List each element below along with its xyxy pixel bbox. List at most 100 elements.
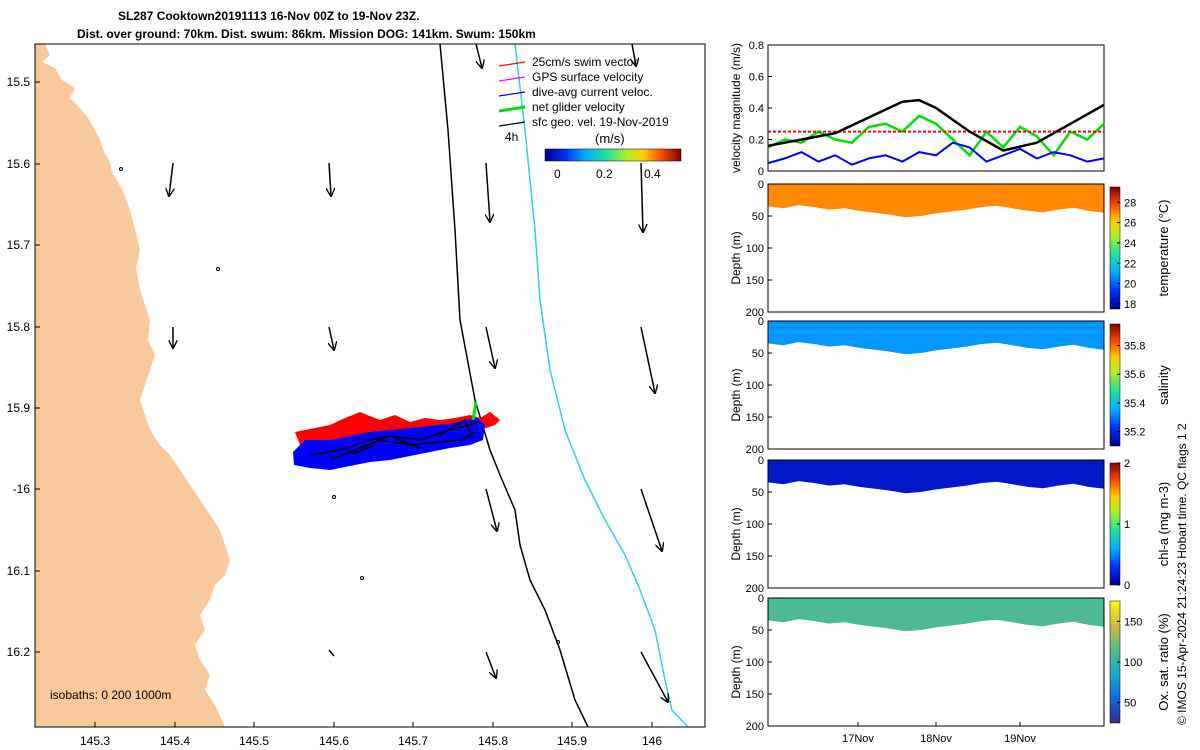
legend-swatch	[498, 121, 526, 127]
geo-arrow	[632, 44, 636, 66]
geo-arrow	[329, 162, 331, 196]
map-x-tick-label: 146	[642, 734, 662, 748]
colorbar-label: Ox. sat. ratio (%)	[1156, 613, 1171, 711]
map-y-tick-label: 15.6	[7, 157, 31, 171]
dive-average-current	[293, 418, 485, 470]
colorbar-tick-label: 35.2	[1124, 427, 1145, 439]
map-y-tick-label: -16	[13, 482, 31, 496]
section-data-fill	[768, 184, 1104, 218]
isobath-1000m	[514, 44, 689, 727]
colorbar-tick-label: 2	[1124, 458, 1130, 470]
geo-arrow	[486, 162, 490, 222]
legend-label: 25cm/s swim vector	[532, 55, 637, 69]
geo-arrow	[640, 488, 662, 551]
depth-tick-label: 50	[752, 211, 764, 223]
map-x-tick-label: 145.7	[398, 734, 428, 748]
legend-swatch	[498, 76, 526, 82]
colorbar-label: temperature (°C)	[1156, 200, 1171, 297]
depth-tick-label: 0	[758, 316, 764, 328]
depth-tick-label: 100	[746, 657, 764, 669]
colorbar-tick-label: 1	[1124, 519, 1130, 531]
velocity-y-tick-label: 0.8	[749, 40, 764, 52]
glider-track	[309, 418, 479, 461]
map-y-tick-label: 15.5	[7, 75, 31, 89]
time-tick-label: 19Nov	[1004, 733, 1036, 745]
legend-swatch	[498, 91, 526, 97]
colorbar-tick-label: 100	[1124, 657, 1142, 669]
legend-label: net glider velocity	[532, 100, 625, 114]
velocity-y-tick-label: 0.2	[749, 135, 764, 147]
colorbar-unit: (m/s)	[595, 131, 625, 146]
depth-tick-label: 150	[746, 551, 764, 563]
speed-colorbar	[544, 148, 682, 162]
depth-tick-label: 150	[746, 412, 764, 424]
colorbar-tick-label: 26	[1124, 218, 1136, 230]
section-data-fill	[768, 321, 1104, 355]
depth-tick-label: 150	[746, 689, 764, 701]
depth-section: 0 50 100 150 200 Depth (m) 0 1 2 chl-a (mg m-3)	[729, 455, 1171, 595]
colorbar-tick-label: 28	[1124, 197, 1136, 209]
colorbar-tick-label: 0	[1124, 580, 1130, 592]
map-y-tick-label: 16.2	[7, 645, 31, 659]
islet	[216, 267, 220, 271]
velocity-y-tick-label: 0.4	[749, 103, 764, 115]
legend-swatch	[498, 105, 526, 113]
depth-tick-label: 200	[746, 307, 764, 319]
net-glider-velocity-arrow	[471, 401, 478, 421]
map-x-tick-label: 145.6	[319, 734, 349, 748]
geo-arrow	[328, 649, 335, 657]
islet	[556, 640, 560, 644]
map-y-tick-label: 15.9	[7, 401, 31, 415]
map-frame	[34, 43, 706, 728]
geo-arrow	[485, 326, 495, 368]
geo-arrow	[169, 162, 173, 196]
geo-velocity-arrows	[169, 44, 668, 702]
section-colorbar	[1109, 323, 1121, 447]
depth-section: 0 50 100 150 200 Depth (m) 50 100 150 Ox. sat. ra…	[729, 593, 1171, 745]
section-data-fill	[768, 460, 1104, 494]
depth-tick-label: 50	[752, 348, 764, 360]
depth-tick-label: 100	[746, 243, 764, 255]
isobath-200m	[439, 44, 589, 727]
imos-credit: © IMOS 15-Apr-2024 21:24:23 Hobart time.…	[1175, 423, 1189, 725]
legend-label: dive-avg current veloc.	[532, 85, 653, 99]
geo-arrow	[640, 326, 655, 393]
colorbar-tick-label: 150	[1124, 616, 1142, 628]
depth-section: 0 50 100 150 200 Depth (m) 35.2 35.4 35.6 35.8 sal…	[729, 316, 1171, 456]
map-x-tick-label: 145.5	[239, 734, 269, 748]
map-y-tick-label: 15.7	[7, 238, 31, 252]
depth-tick-label: 0	[758, 455, 764, 467]
geo-arrow	[475, 44, 482, 68]
map-y-tick-label: 15.8	[7, 320, 31, 334]
depth-tick-label: 50	[752, 625, 764, 637]
map-x-tick-label: 145.8	[478, 734, 508, 748]
colorbar-tick-label: 20	[1124, 279, 1136, 291]
time-label: 4h	[505, 130, 518, 144]
map-x-tick-label: 145.9	[557, 734, 587, 748]
colorbar-tick-label: 50	[1124, 698, 1136, 710]
colorbar-label: salinity	[1156, 365, 1171, 405]
time-tick-label: 18Nov	[920, 733, 952, 745]
map-panel: 145.3 145.4 145.5 145.6 145.7 145.8 145.9 146 15…	[7, 43, 706, 748]
colorbar-label: chl-a (mg m-3)	[1156, 482, 1171, 567]
legend-swatch	[498, 61, 526, 67]
velocity-magnitude-panel: 0 0.2 0.4 0.6 0.8 velocity magnitude (m/s)	[729, 40, 1105, 178]
depth-tick-label: 200	[746, 583, 764, 595]
section-colorbar	[1109, 186, 1121, 310]
depth-axis-label: Depth (m)	[729, 231, 743, 284]
map-axes: 145.3 145.4 145.5 145.6 145.7 145.8 145.9 146 15…	[7, 75, 663, 748]
colorbar-tick-label: 35.8	[1124, 341, 1145, 353]
colorbar-tick-label: 22	[1124, 258, 1136, 270]
legend-label: sfc geo. vel. 19-Nov-2019	[532, 115, 669, 129]
depth-section: 0 50 100 150 200 Depth (m) 18 20 22 24 26 28 tempera…	[729, 179, 1171, 319]
velocity-y-label: velocity magnitude (m/s)	[729, 43, 743, 173]
depth-tick-label: 200	[746, 444, 764, 456]
legend-label: GPS surface velocity	[532, 70, 643, 84]
legend-entry: sfc geo. vel. 19-Nov-2019	[498, 115, 669, 129]
colorbar-tick: 0	[554, 167, 561, 181]
geo-arrow	[485, 488, 497, 531]
islet	[360, 576, 364, 580]
legend-entry: GPS surface velocity	[498, 70, 643, 84]
map-y-tick-label: 16.1	[7, 564, 31, 578]
